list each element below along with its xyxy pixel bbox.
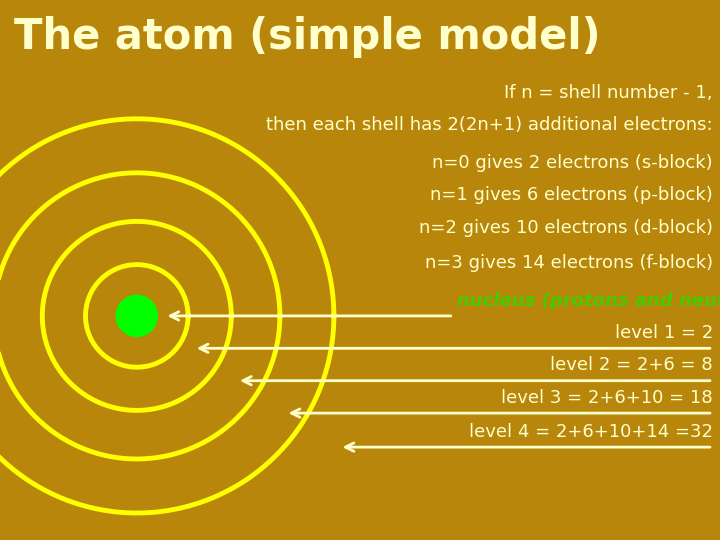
Text: level 3 = 2+6+10 = 18: level 3 = 2+6+10 = 18 xyxy=(501,389,713,407)
Text: level 1 = 2: level 1 = 2 xyxy=(615,324,713,342)
Text: If n = shell number - 1,: If n = shell number - 1, xyxy=(504,84,713,102)
Polygon shape xyxy=(117,295,157,336)
Text: level 2 = 2+6 = 8: level 2 = 2+6 = 8 xyxy=(550,356,713,374)
Text: nucleus (protons and neutrons): nucleus (protons and neutrons) xyxy=(457,293,720,310)
Text: n=0 gives 2 electrons (s-block): n=0 gives 2 electrons (s-block) xyxy=(432,154,713,172)
Text: n=2 gives 10 electrons (d-block): n=2 gives 10 electrons (d-block) xyxy=(419,219,713,237)
Text: level 4 = 2+6+10+14 =32: level 4 = 2+6+10+14 =32 xyxy=(469,423,713,441)
Text: The atom (simple model): The atom (simple model) xyxy=(14,16,601,58)
Text: then each shell has 2(2n+1) additional electrons:: then each shell has 2(2n+1) additional e… xyxy=(266,116,713,134)
Text: n=3 gives 14 electrons (f-block): n=3 gives 14 electrons (f-block) xyxy=(425,254,713,272)
Text: n=1 gives 6 electrons (p-block): n=1 gives 6 electrons (p-block) xyxy=(430,186,713,204)
